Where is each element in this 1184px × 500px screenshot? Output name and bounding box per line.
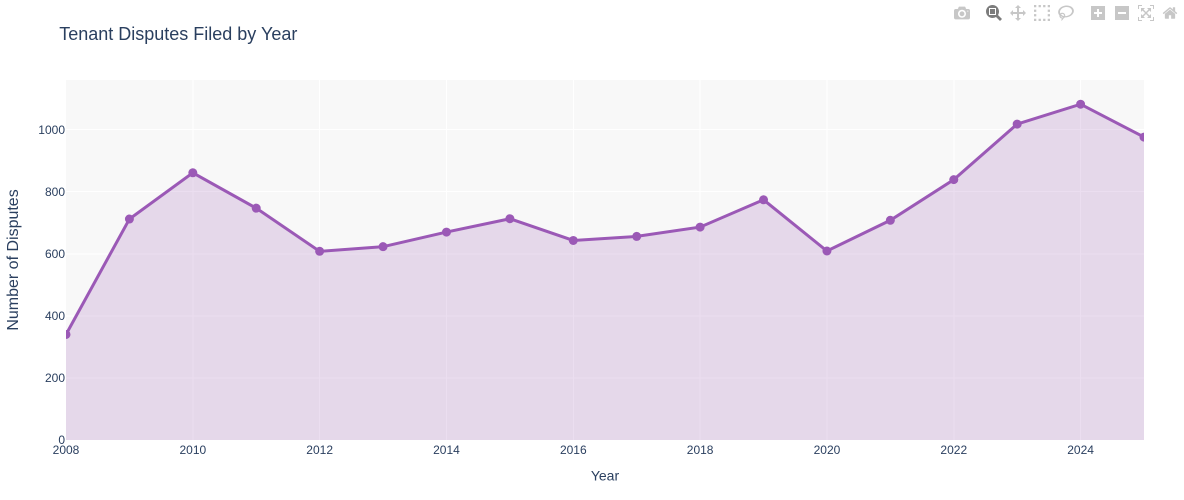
svg-text:Year: Year [591, 467, 620, 483]
svg-text:Number of Disputes: Number of Disputes [5, 189, 22, 330]
svg-text:Tenant Disputes Filed by Year: Tenant Disputes Filed by Year [59, 24, 297, 44]
